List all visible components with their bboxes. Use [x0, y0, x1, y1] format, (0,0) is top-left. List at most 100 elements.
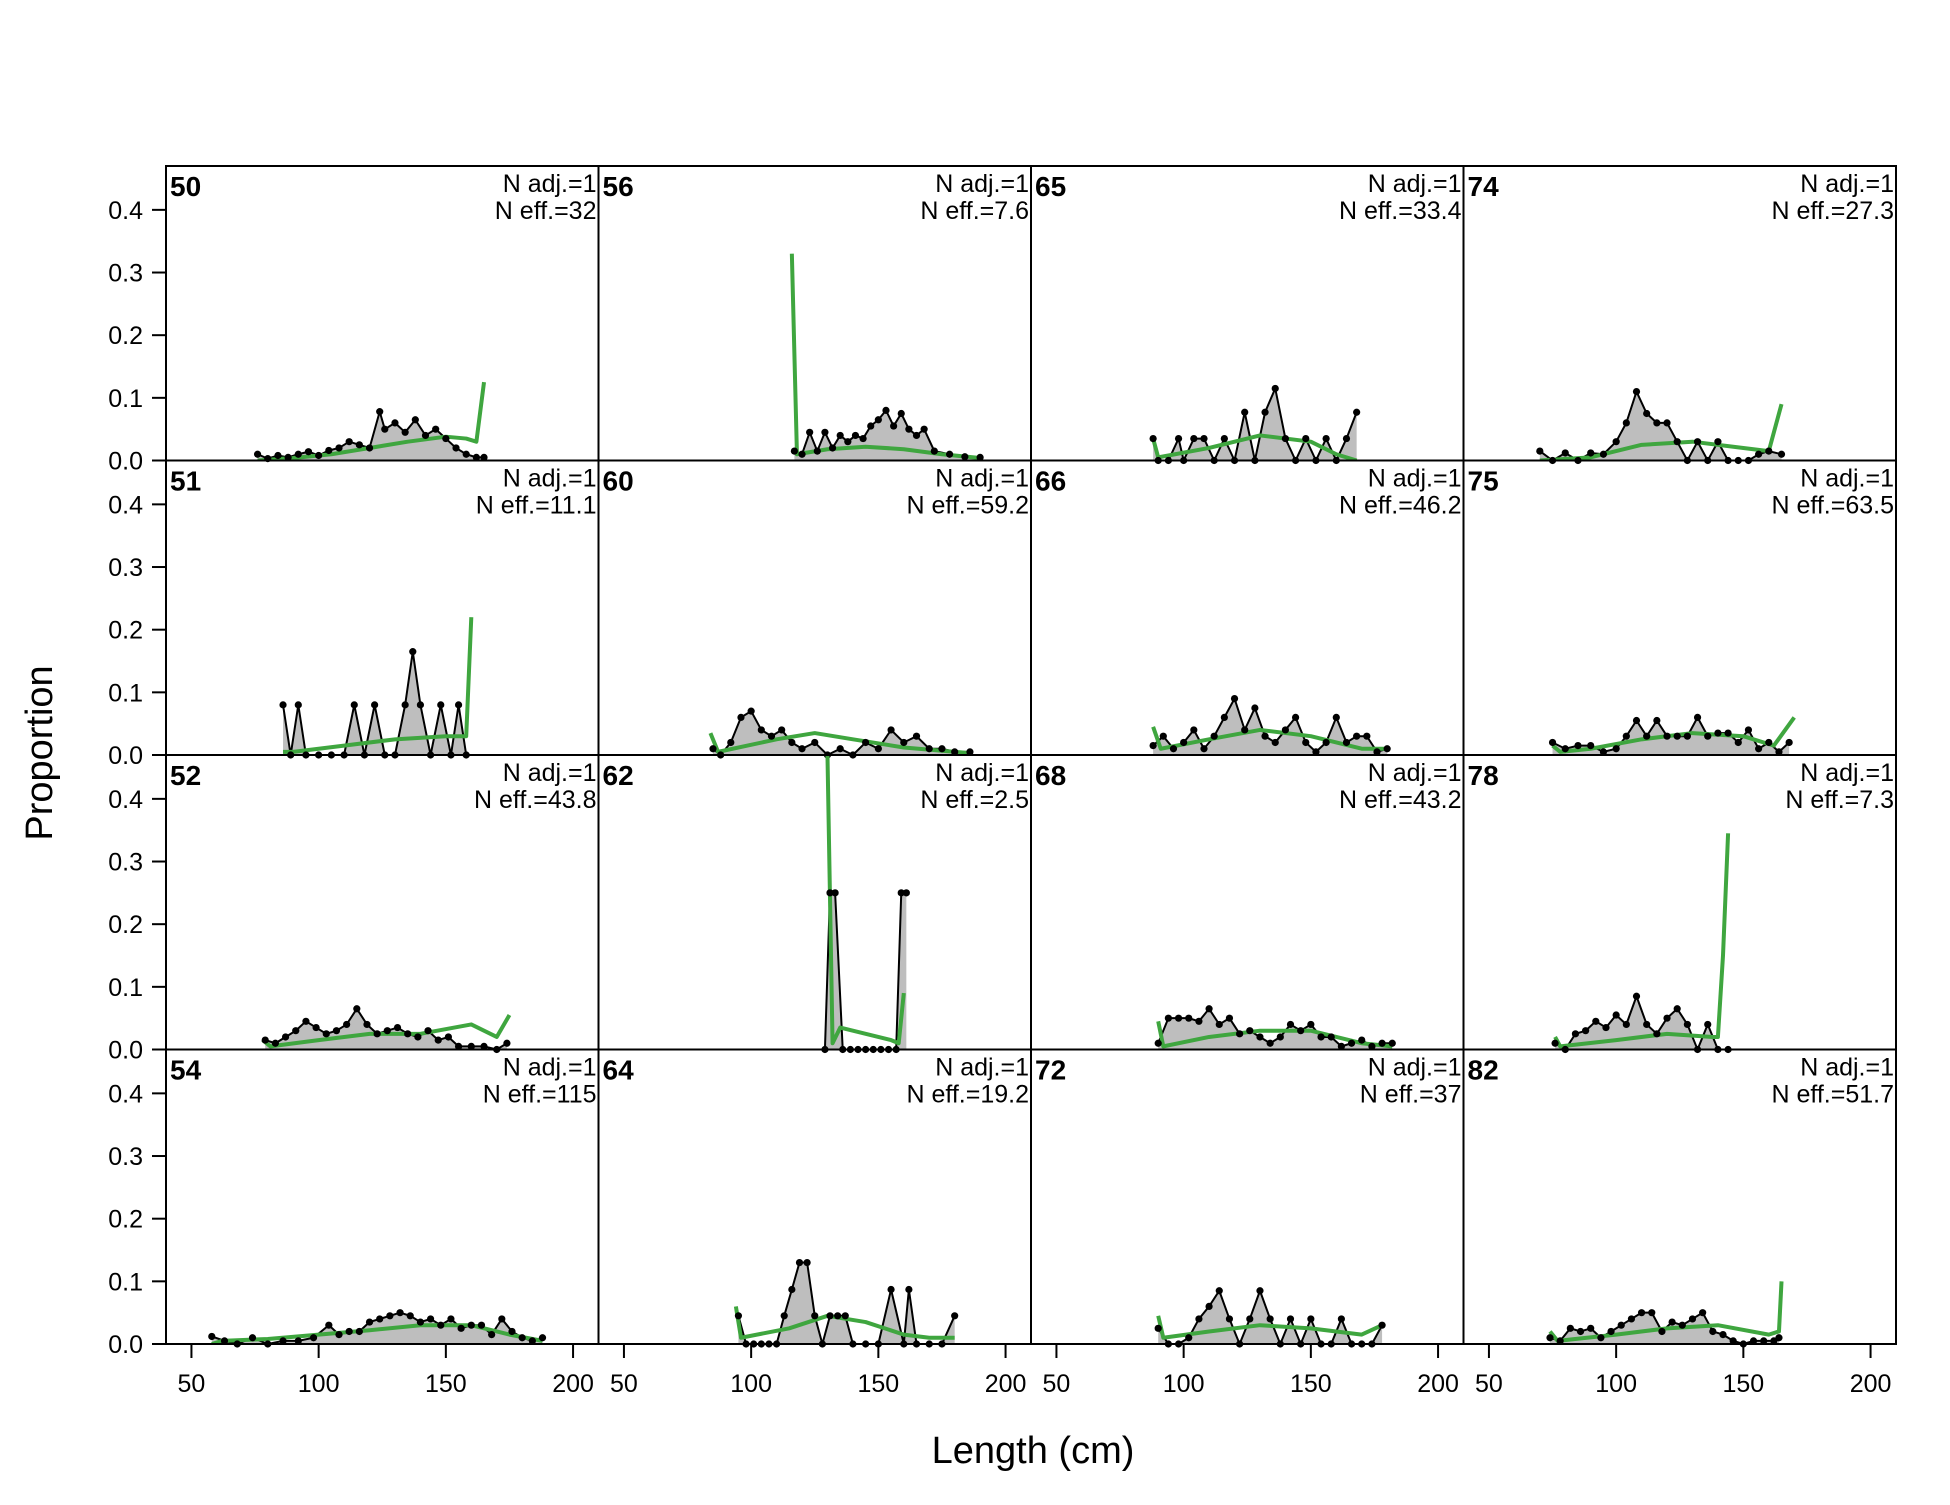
observed-point-52-8	[343, 1020, 351, 1029]
n-adj-label-60: N adj.=1	[935, 465, 1029, 493]
observed-point-68-15	[1307, 1020, 1315, 1029]
n-adj-label-54: N adj.=1	[503, 1054, 597, 1082]
observed-point-51-0	[279, 701, 287, 709]
observed-point-66-21	[1363, 732, 1371, 740]
observed-point-54-6	[294, 1337, 302, 1345]
x-tick-label-72-0: 50	[1043, 1370, 1071, 1398]
observed-point-78-13	[1683, 1020, 1691, 1029]
observed-point-60-3	[737, 713, 745, 722]
observed-point-65-10	[1241, 408, 1249, 416]
observed-point-72-4	[1195, 1315, 1203, 1323]
panel-label-78: 78	[1468, 760, 1499, 791]
observed-point-65-3	[1174, 434, 1183, 443]
observed-point-52-20	[467, 1042, 475, 1050]
n-adj-label-74: N adj.=1	[1800, 170, 1894, 198]
observed-point-66-9	[1241, 726, 1249, 734]
observed-point-66-13	[1281, 726, 1290, 734]
observed-point-60-4	[747, 707, 755, 715]
observed-point-68-7	[1225, 1014, 1234, 1022]
y-tick-label-50-1: 0.1	[108, 385, 143, 413]
y-tick-label-52-2: 0.2	[108, 911, 143, 939]
expected-line-72	[1156, 1315, 1383, 1340]
x-tick-label-72-2: 150	[1290, 1370, 1332, 1398]
n-adj-label-51: N adj.=1	[503, 465, 597, 493]
observed-point-52-0	[261, 1036, 269, 1044]
observed-point-51-7	[350, 701, 358, 709]
observed-point-56-13	[890, 422, 898, 430]
observed-point-65-0	[1149, 434, 1157, 443]
observed-point-74-4	[1587, 449, 1595, 457]
y-tick-label-50-0: 0.0	[108, 448, 143, 476]
observed-point-82-9	[1637, 1309, 1646, 1317]
observed-point-50-17	[421, 431, 430, 440]
observed-point-68-1	[1164, 1014, 1172, 1022]
n-eff-label-51: N eff.=11.1	[476, 492, 597, 520]
observed-point-68-12	[1276, 1033, 1284, 1041]
n-adj-label-75: N adj.=1	[1800, 465, 1894, 493]
observed-point-52-16	[424, 1027, 432, 1035]
y-tick-label-54-2: 0.2	[108, 1206, 143, 1234]
observed-point-75-4	[1599, 748, 1608, 756]
observed-point-78-0	[1551, 1039, 1559, 1047]
n-eff-label-82: N eff.=51.7	[1771, 1081, 1894, 1109]
observed-point-54-15	[396, 1309, 404, 1317]
observed-point-50-10	[355, 441, 363, 449]
observed-area-74	[1539, 391, 1782, 461]
observed-point-64-13	[834, 1312, 842, 1320]
observed-point-74-8	[1632, 387, 1641, 396]
observed-point-82-20	[1749, 1337, 1758, 1345]
observed-point-50-12	[376, 408, 384, 416]
observed-point-66-17	[1322, 738, 1330, 747]
observed-point-50-2	[274, 451, 282, 460]
panel-label-74: 74	[1468, 171, 1500, 202]
observed-point-75-15	[1714, 729, 1722, 737]
observed-point-68-19	[1347, 1039, 1356, 1047]
observed-point-54-9	[335, 1331, 343, 1339]
observed-point-82-21	[1760, 1337, 1768, 1345]
observed-point-68-22	[1378, 1039, 1386, 1047]
observed-point-52-11	[373, 1030, 381, 1038]
expected-line-66	[1151, 726, 1388, 751]
observed-point-56-1	[798, 450, 806, 458]
n-eff-label-60: N eff.=59.2	[906, 492, 1029, 520]
observed-point-68-2	[1174, 1014, 1183, 1022]
y-tick-label-51-2: 0.2	[108, 617, 143, 645]
observed-point-82-10	[1648, 1309, 1656, 1317]
observed-point-64-10	[811, 1312, 819, 1320]
observed-point-82-14	[1688, 1315, 1697, 1323]
expected-line-56	[789, 253, 981, 460]
observed-point-60-10	[811, 738, 819, 747]
observed-point-68-21	[1368, 1042, 1376, 1050]
observed-point-56-3	[813, 447, 821, 455]
n-adj-label-78: N adj.=1	[1800, 759, 1894, 787]
observed-point-68-17	[1327, 1033, 1335, 1041]
observed-point-66-2	[1169, 745, 1178, 753]
observed-point-75-22	[1785, 738, 1793, 747]
expected-line-51	[283, 617, 474, 754]
n-adj-label-66: N adj.=1	[1368, 465, 1462, 493]
observed-area-50	[257, 411, 485, 461]
observed-point-60-16	[887, 726, 895, 734]
y-tick-label-51-3: 0.3	[108, 554, 143, 582]
observed-point-68-16	[1317, 1033, 1325, 1041]
observed-point-64-0	[734, 1312, 743, 1320]
expected-line-62	[825, 755, 906, 1046]
observed-point-82-17	[1719, 1331, 1727, 1339]
observed-point-50-0	[253, 450, 262, 458]
expected-line-52	[261, 1014, 512, 1049]
y-tick-label-51-1: 0.1	[108, 679, 143, 707]
observed-point-52-18	[444, 1033, 452, 1041]
panel-label-68: 68	[1035, 760, 1066, 791]
observed-point-82-16	[1709, 1327, 1717, 1336]
panel-label-54: 54	[170, 1055, 202, 1086]
observed-point-78-2	[1571, 1030, 1580, 1038]
observed-point-82-23	[1775, 1334, 1783, 1342]
observed-point-60-2	[727, 738, 735, 747]
observed-point-62-12	[902, 889, 910, 897]
observed-point-75-18	[1744, 726, 1753, 734]
observed-point-66-19	[1342, 738, 1351, 747]
panel-label-60: 60	[603, 466, 634, 497]
n-eff-label-75: N eff.=63.5	[1771, 492, 1894, 520]
observed-point-50-7	[325, 446, 333, 455]
x-tick-label-82-0: 50	[1475, 1370, 1503, 1398]
